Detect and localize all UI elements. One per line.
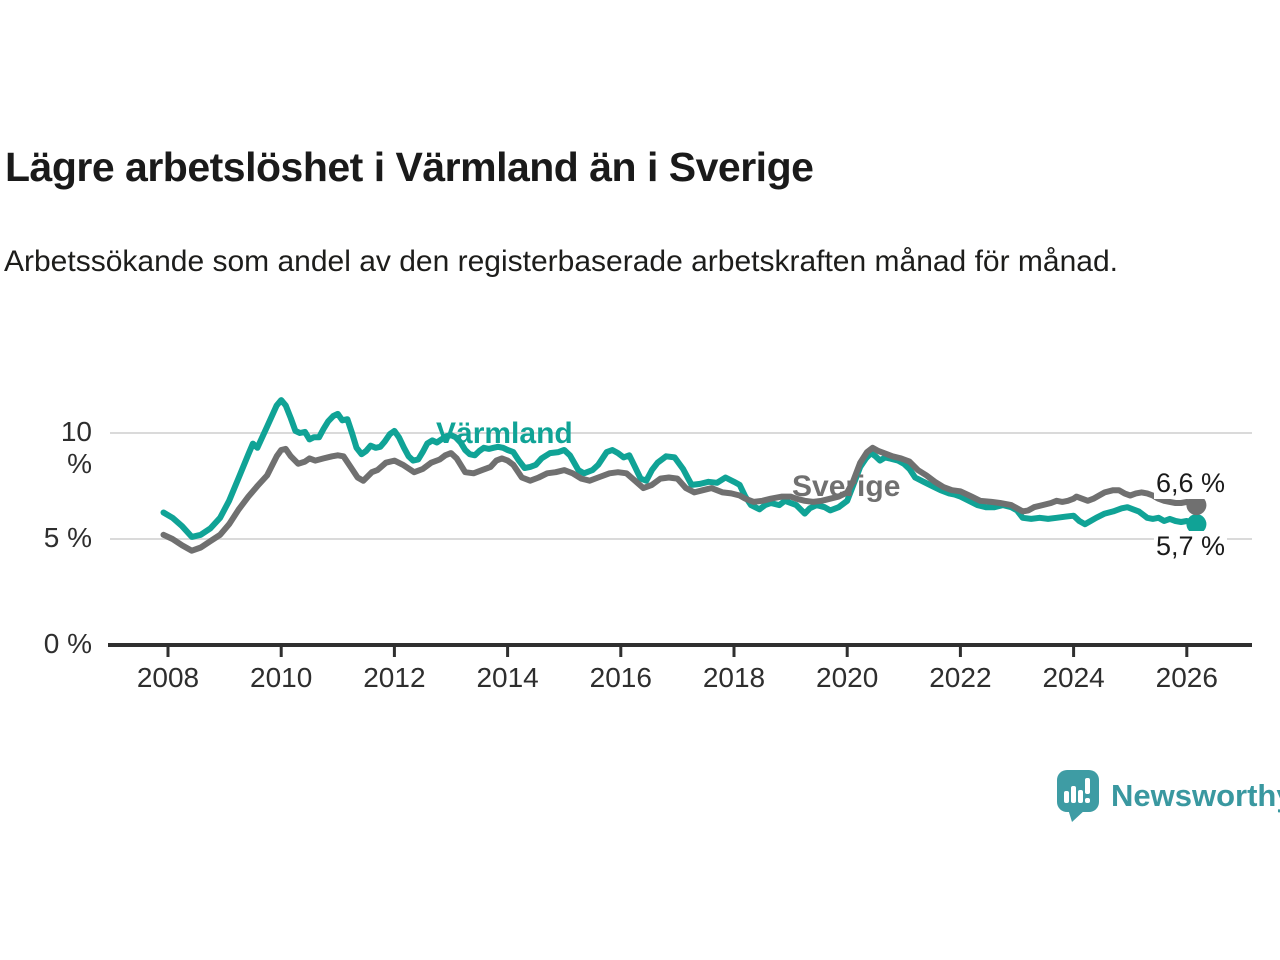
- x-tick-label: 2018: [702, 662, 766, 693]
- x-tick-label: 2010: [250, 662, 313, 693]
- end-value-label-varmland: 5,7 %: [1153, 531, 1227, 562]
- newsworthy-logo: Newsworthy: [1056, 769, 1280, 823]
- x-tick-label: 2024: [1042, 662, 1105, 693]
- x-tick-label: 2026: [1155, 662, 1218, 693]
- chart-subtitle: Arbetssökande som andel av den registerb…: [4, 245, 1118, 278]
- newsworthy-wordmark: Newsworthy: [1111, 778, 1280, 813]
- x-tick-label: 2014: [476, 662, 539, 693]
- page-title: Lägre arbetslöshet i Värmland än i Sveri…: [5, 144, 814, 190]
- x-tick-label: 2022: [929, 662, 992, 693]
- end-value-label-sverige: 6,6 %: [1153, 468, 1227, 499]
- series-label-varmland: Värmland: [436, 417, 573, 450]
- x-tick-label: 2008: [136, 662, 200, 693]
- x-tick-label: 2016: [589, 662, 652, 693]
- y-tick-label: 10 %: [60, 416, 92, 479]
- speech-bubble-bar-chart-icon: [1057, 770, 1099, 822]
- y-tick-label: 5 %: [43, 522, 92, 553]
- y-tick-label: 0 %: [43, 628, 92, 659]
- series-label-sverige: Sverige: [792, 470, 901, 503]
- x-tick-label: 2020: [816, 662, 879, 693]
- x-tick-label: 2012: [363, 662, 426, 693]
